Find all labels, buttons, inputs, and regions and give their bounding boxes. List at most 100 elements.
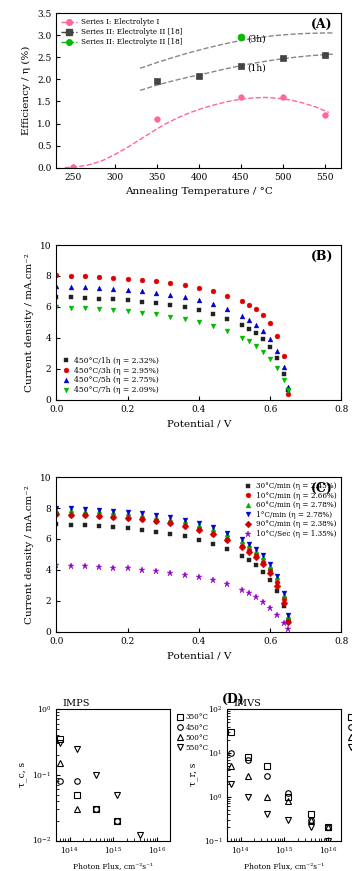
10°C/Sec (η = 1.35%) <box>54 560 58 571</box>
450°C <box>58 776 62 787</box>
X-axis label: Photon Flux, cm⁻²s⁻¹: Photon Flux, cm⁻²s⁻¹ <box>73 862 153 870</box>
60°C/min (η = 2.78%) <box>261 552 265 563</box>
450°C/3h (η = 2.95%) <box>111 273 115 283</box>
10°C/Sec (η = 1.35%) <box>225 579 230 590</box>
90°C/min (η = 2.38%) <box>54 509 58 519</box>
450°C/3h (η = 2.95%) <box>286 388 290 399</box>
90°C/min (η = 2.38%) <box>282 598 287 608</box>
1°C/min (η = 2.78%) <box>154 510 158 520</box>
30°C/min (η = 2.45%) <box>211 538 215 549</box>
450°C/7h (η = 2.09%) <box>54 302 58 313</box>
10°C/Sec (η = 1.35%) <box>282 618 287 628</box>
90°C/min (η = 2.38%) <box>154 517 158 527</box>
Line: 450°C: 450°C <box>228 750 331 830</box>
450°C/3h (η = 2.95%) <box>275 331 279 341</box>
90°C/min (η = 2.38%) <box>83 510 87 521</box>
30°C/min (η = 2.45%) <box>154 526 158 537</box>
1°C/min (η = 2.78%) <box>211 522 215 532</box>
X-axis label: Photon Flux, cm⁻²s⁻¹: Photon Flux, cm⁻²s⁻¹ <box>244 862 325 870</box>
30°C/min (η = 2.45%) <box>140 524 144 535</box>
450°C/3h (η = 2.95%) <box>282 351 287 361</box>
1°C/min (η = 2.78%) <box>239 534 244 544</box>
450°C/5h (η = 2.75%) <box>239 310 244 321</box>
550°C <box>265 809 269 820</box>
450°C/1h (η = 2.32%) <box>261 334 265 345</box>
10°C/min (η = 2.66%) <box>239 540 244 550</box>
10°C/Sec (η = 1.35%) <box>97 562 101 572</box>
450°C/3h (η = 2.95%) <box>68 271 73 281</box>
450°C/5h (η = 2.75%) <box>111 284 115 294</box>
60°C/min (η = 2.78%) <box>275 572 279 583</box>
90°C/min (η = 2.38%) <box>275 580 279 591</box>
10°C/Sec (η = 1.35%) <box>275 610 279 620</box>
60°C/min (η = 2.78%) <box>286 611 290 622</box>
450°C/5h (η = 2.75%) <box>125 285 130 295</box>
450°C/3h (η = 2.95%) <box>254 304 258 314</box>
500°C <box>115 861 119 871</box>
550°C <box>75 744 79 754</box>
450°C/1h (η = 2.32%) <box>83 293 87 303</box>
500°C <box>265 792 269 802</box>
450°C/5h (η = 2.75%) <box>275 345 279 355</box>
10°C/min (η = 2.66%) <box>286 615 290 625</box>
10°C/min (η = 2.66%) <box>254 550 258 560</box>
350°C <box>75 789 79 800</box>
550°C <box>94 770 98 780</box>
1°C/min (η = 2.78%) <box>97 504 101 515</box>
10°C/min (η = 2.66%) <box>83 510 87 521</box>
X-axis label: Potential / V: Potential / V <box>167 419 231 429</box>
450°C <box>309 814 313 825</box>
450°C/7h (η = 2.09%) <box>154 309 158 320</box>
60°C/min (η = 2.78%) <box>254 545 258 556</box>
10°C/min (η = 2.66%) <box>68 510 73 520</box>
550°C <box>326 835 331 846</box>
30°C/min (η = 2.45%) <box>111 522 115 532</box>
500°C <box>229 761 233 772</box>
60°C/min (η = 2.78%) <box>247 540 251 550</box>
60°C/min (η = 2.78%) <box>282 590 287 600</box>
450°C/7h (η = 2.09%) <box>282 375 287 385</box>
1°C/min (η = 2.78%) <box>282 588 287 598</box>
350°C <box>309 809 313 820</box>
10°C/min (η = 2.66%) <box>125 513 130 523</box>
450°C/1h (η = 2.32%) <box>140 296 144 307</box>
450°C/5h (η = 2.75%) <box>54 280 58 291</box>
500°C <box>286 796 290 807</box>
10°C/Sec (η = 1.35%) <box>168 567 172 577</box>
10°C/min (η = 2.66%) <box>168 518 172 529</box>
30°C/min (η = 2.45%) <box>286 618 290 628</box>
450°C/3h (η = 2.95%) <box>168 278 172 288</box>
Line: 450°C/7h (η = 2.09%): 450°C/7h (η = 2.09%) <box>54 305 290 393</box>
60°C/min (η = 2.78%) <box>239 536 244 546</box>
10°C/min (η = 2.66%) <box>268 565 272 576</box>
90°C/min (η = 2.38%) <box>125 513 130 523</box>
450°C/7h (η = 2.09%) <box>211 321 215 332</box>
Y-axis label: Current density / mA.cm⁻²: Current density / mA.cm⁻² <box>25 253 34 392</box>
1°C/min (η = 2.78%) <box>225 527 230 537</box>
450°C/5h (η = 2.75%) <box>197 295 201 306</box>
30°C/min (η = 2.45%) <box>168 529 172 539</box>
Text: (B): (B) <box>310 250 333 263</box>
450°C/1h (η = 2.32%) <box>197 305 201 315</box>
Line: 550°C: 550°C <box>228 780 331 843</box>
Line: 350°C: 350°C <box>57 736 160 871</box>
450°C <box>246 754 250 765</box>
10°C/Sec (η = 1.35%) <box>239 584 244 595</box>
350°C <box>58 734 62 745</box>
Line: 450°C/3h (η = 2.95%): 450°C/3h (η = 2.95%) <box>54 273 290 396</box>
1°C/min (η = 2.78%) <box>275 571 279 581</box>
450°C/5h (η = 2.75%) <box>182 292 187 302</box>
10°C/min (η = 2.66%) <box>275 577 279 587</box>
450°C/5h (η = 2.75%) <box>97 283 101 294</box>
500°C <box>75 804 79 814</box>
Line: 90°C/min (η = 2.38%): 90°C/min (η = 2.38%) <box>54 512 290 625</box>
Y-axis label: τ_r, s: τ_r, s <box>189 763 198 787</box>
500°C <box>309 814 313 825</box>
10°C/Sec (η = 1.35%) <box>247 588 251 598</box>
10°C/Sec (η = 1.35%) <box>211 575 215 585</box>
Line: 450°C/1h (η = 2.32%): 450°C/1h (η = 2.32%) <box>54 294 290 392</box>
450°C/7h (η = 2.09%) <box>247 336 251 347</box>
10°C/min (η = 2.66%) <box>247 544 251 555</box>
450°C/3h (η = 2.95%) <box>54 270 58 280</box>
60°C/min (η = 2.78%) <box>54 504 58 515</box>
